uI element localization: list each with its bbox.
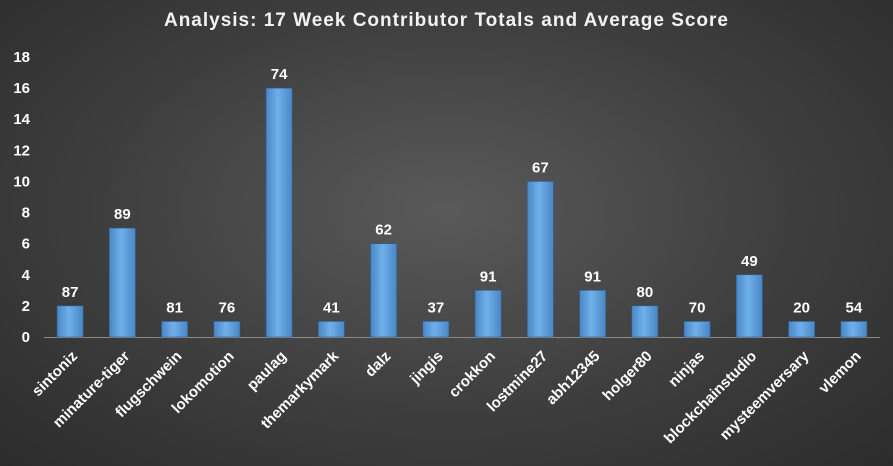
data-label: 67 xyxy=(532,159,549,176)
bar xyxy=(474,290,502,338)
y-tick-label: 4 xyxy=(22,267,31,284)
x-tick-label: ninjas xyxy=(665,348,708,391)
x-tick-label: abh12345 xyxy=(543,348,603,408)
bar xyxy=(683,321,711,338)
y-tick-label: 16 xyxy=(13,80,30,97)
bar xyxy=(579,290,606,338)
y-tick-label: 8 xyxy=(22,205,30,222)
data-label: 54 xyxy=(846,299,863,316)
data-label: 49 xyxy=(741,253,758,270)
y-tick-label: 14 xyxy=(13,111,30,128)
y-tick-label: 2 xyxy=(22,298,30,315)
y-tick-label: 0 xyxy=(22,329,30,346)
data-label: 89 xyxy=(114,206,131,223)
data-label: 80 xyxy=(637,284,654,301)
axis-layer: 0 2 4 6 8 10 12 14 16 18 xyxy=(13,49,880,346)
data-label: 74 xyxy=(271,66,288,83)
bar xyxy=(422,321,450,338)
bar xyxy=(318,321,345,338)
data-label: 20 xyxy=(793,299,810,316)
x-tick-label: mysteemversary xyxy=(717,347,813,443)
x-tick-label: dalz xyxy=(362,348,395,381)
chart-title: Analysis: 17 Week Contributor Totals and… xyxy=(163,10,730,31)
bar xyxy=(788,321,815,338)
data-label: 91 xyxy=(584,268,601,285)
data-label: 37 xyxy=(428,299,445,316)
x-tick-label: vlemon xyxy=(816,348,865,397)
bar xyxy=(109,227,136,338)
data-label: 87 xyxy=(62,284,79,301)
bar xyxy=(161,321,188,338)
bar xyxy=(631,305,659,338)
data-label: 70 xyxy=(689,299,706,316)
x-tick-label: sintoniz xyxy=(29,348,81,400)
data-label: 81 xyxy=(166,299,183,316)
bar xyxy=(213,321,241,338)
y-tick-label: 12 xyxy=(13,142,30,159)
bar xyxy=(265,87,293,338)
x-tick-label: crokkon xyxy=(446,348,499,401)
bar xyxy=(370,243,397,338)
bar-layer xyxy=(56,87,868,338)
data-label: 62 xyxy=(375,222,392,239)
x-tick-label: jingis xyxy=(406,348,446,388)
y-tick-label: 10 xyxy=(13,173,30,190)
bar xyxy=(56,305,84,338)
data-label: 91 xyxy=(480,268,497,285)
x-tick-label: blockchainstudio xyxy=(661,348,760,447)
y-tick-label: 6 xyxy=(22,236,30,253)
y-tick-label: 18 xyxy=(13,49,30,66)
x-tick-label: paulag xyxy=(244,348,290,394)
label-layer: 87sintoniz89minature-tiger81flugschwein7… xyxy=(29,66,865,447)
data-label: 76 xyxy=(219,299,236,316)
data-label: 41 xyxy=(323,299,340,316)
bar xyxy=(736,274,763,338)
bar xyxy=(840,321,868,338)
bar xyxy=(527,181,554,338)
x-tick-label: holger80 xyxy=(599,348,655,404)
